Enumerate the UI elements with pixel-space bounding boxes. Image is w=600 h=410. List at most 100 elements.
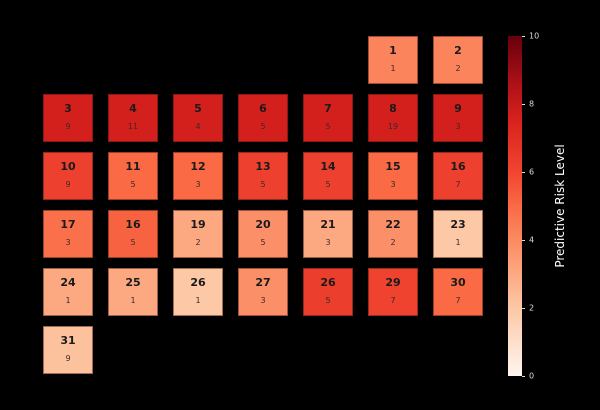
day-cell: 29 7 bbox=[368, 268, 418, 316]
day-label: 15 bbox=[385, 160, 401, 173]
day-cell: 26 1 bbox=[173, 268, 223, 316]
day-cell: 23 1 bbox=[433, 210, 483, 258]
day-label: 21 bbox=[320, 218, 336, 231]
day-count: 5 bbox=[260, 122, 266, 131]
day-label: 10 bbox=[60, 160, 76, 173]
day-count: 11 bbox=[127, 122, 139, 131]
day-count: 3 bbox=[195, 180, 201, 189]
day-cell: 27 3 bbox=[238, 268, 288, 316]
day-count: 9 bbox=[65, 122, 71, 131]
day-count: 1 bbox=[130, 296, 136, 305]
day-label: 11 bbox=[125, 160, 141, 173]
day-label: 5 bbox=[194, 102, 202, 115]
day-count: 5 bbox=[260, 180, 266, 189]
day-count: 7 bbox=[455, 296, 461, 305]
day-count: 9 bbox=[65, 354, 71, 363]
day-label: 25 bbox=[125, 276, 141, 289]
day-count: 5 bbox=[130, 238, 136, 247]
day-label: 22 bbox=[385, 218, 401, 231]
day-cell: 26 5 bbox=[303, 268, 353, 316]
day-count: 5 bbox=[260, 238, 266, 247]
colorbar-tick-label: 2 bbox=[529, 303, 535, 313]
day-cell: 11 5 bbox=[108, 152, 158, 200]
day-count: 5 bbox=[130, 180, 136, 189]
day-count: 7 bbox=[390, 296, 396, 305]
day-cell: 8 19 bbox=[368, 94, 418, 142]
day-cell: 15 3 bbox=[368, 152, 418, 200]
day-label: 8 bbox=[389, 102, 397, 115]
colorbar-tick-mark bbox=[522, 376, 525, 377]
day-cell: 17 3 bbox=[43, 210, 93, 258]
day-cell: 4 11 bbox=[108, 94, 158, 142]
day-label: 13 bbox=[255, 160, 271, 173]
day-count: 5 bbox=[325, 180, 331, 189]
day-count: 9 bbox=[65, 180, 71, 189]
day-label: 17 bbox=[60, 218, 76, 231]
colorbar-tick-label: 4 bbox=[529, 235, 535, 245]
day-cell: 20 5 bbox=[238, 210, 288, 258]
day-count: 7 bbox=[455, 180, 461, 189]
colorbar-tick-label: 8 bbox=[529, 99, 535, 109]
day-cell: 19 2 bbox=[173, 210, 223, 258]
day-label: 29 bbox=[385, 276, 401, 289]
day-label: 31 bbox=[60, 334, 76, 347]
day-count: 5 bbox=[325, 296, 331, 305]
day-count: 3 bbox=[65, 238, 71, 247]
day-label: 16 bbox=[450, 160, 466, 173]
day-count: 1 bbox=[455, 238, 461, 247]
colorbar-tick-label: 0 bbox=[529, 371, 535, 381]
day-label: 26 bbox=[190, 276, 206, 289]
day-label: 30 bbox=[450, 276, 466, 289]
day-label: 16 bbox=[125, 218, 141, 231]
day-count: 3 bbox=[260, 296, 266, 305]
colorbar-tick-label: 6 bbox=[529, 167, 535, 177]
day-count: 4 bbox=[195, 122, 201, 131]
colorbar-tick-label: 10 bbox=[529, 31, 540, 41]
day-label: 27 bbox=[255, 276, 271, 289]
colorbar-label: Predictive Risk Level bbox=[553, 144, 567, 268]
day-label: 20 bbox=[255, 218, 271, 231]
colorbar-tick-mark bbox=[522, 240, 525, 241]
day-count: 3 bbox=[390, 180, 396, 189]
day-cell: 13 5 bbox=[238, 152, 288, 200]
day-label: 6 bbox=[259, 102, 267, 115]
day-label: 26 bbox=[320, 276, 336, 289]
day-label: 7 bbox=[324, 102, 332, 115]
day-label: 4 bbox=[129, 102, 137, 115]
day-label: 1 bbox=[389, 44, 397, 57]
day-label: 12 bbox=[190, 160, 206, 173]
day-cell: 16 7 bbox=[433, 152, 483, 200]
day-cell: 25 1 bbox=[108, 268, 158, 316]
day-count: 1 bbox=[390, 64, 396, 73]
day-count: 2 bbox=[390, 238, 396, 247]
day-label: 19 bbox=[190, 218, 206, 231]
day-cell: 14 5 bbox=[303, 152, 353, 200]
day-count: 3 bbox=[325, 238, 331, 247]
day-label: 24 bbox=[60, 276, 76, 289]
day-cell: 22 2 bbox=[368, 210, 418, 258]
day-count: 1 bbox=[195, 296, 201, 305]
colorbar-tick-mark bbox=[522, 36, 525, 37]
day-cell: 30 7 bbox=[433, 268, 483, 316]
day-cell: 10 9 bbox=[43, 152, 93, 200]
colorbar-tick-mark bbox=[522, 308, 525, 309]
day-count: 5 bbox=[325, 122, 331, 131]
day-cell: 16 5 bbox=[108, 210, 158, 258]
day-count: 1 bbox=[65, 296, 71, 305]
day-label: 14 bbox=[320, 160, 336, 173]
day-label: 9 bbox=[454, 102, 462, 115]
day-count: 3 bbox=[455, 122, 461, 131]
colorbar-tick-mark bbox=[522, 172, 525, 173]
day-label: 3 bbox=[64, 102, 72, 115]
day-count: 2 bbox=[455, 64, 461, 73]
day-label: 23 bbox=[450, 218, 466, 231]
colorbar-tick-mark bbox=[522, 104, 525, 105]
day-count: 2 bbox=[195, 238, 201, 247]
